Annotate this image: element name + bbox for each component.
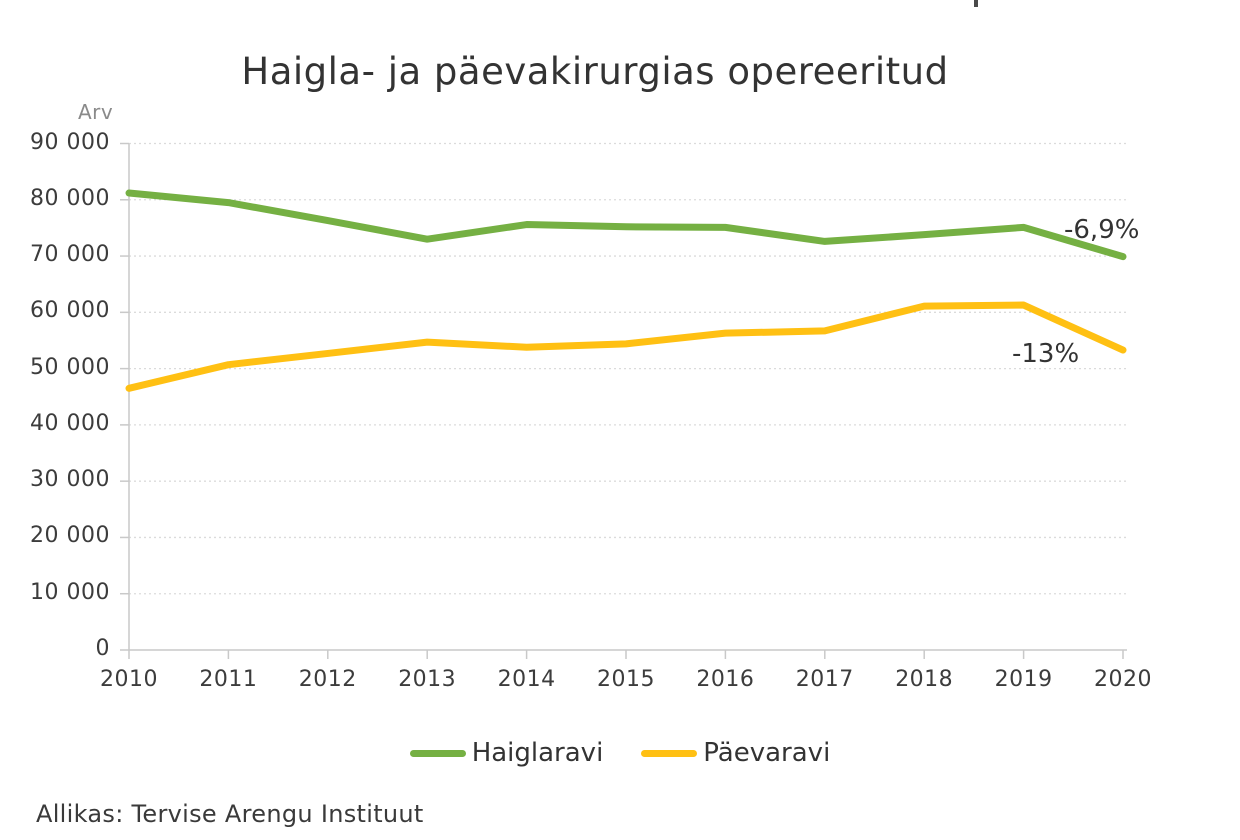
y-axis-tick-label: 10 000: [30, 579, 110, 605]
legend-label-paevaravi: Päevaravi: [703, 738, 831, 768]
y-axis-unit-label: Arv: [78, 100, 114, 124]
source-caption: Allikas: Tervise Arengu Instituut: [36, 800, 424, 828]
x-axis-tick-label: 2011: [199, 667, 258, 692]
y-axis-tick-label: 30 000: [30, 467, 110, 493]
y-axis-tick-label: 40 000: [30, 410, 110, 436]
chart-title: Haigla- ja päevakirurgias opereeritud: [241, 50, 949, 93]
screen-edge-artifact: [974, 0, 978, 7]
x-axis-tick-label: 2010: [100, 667, 158, 692]
x-axis-tick-label: 2015: [597, 667, 655, 692]
x-axis-tick-label: 2018: [895, 667, 954, 692]
haiglaravi-line-swatch-icon: [409, 749, 466, 757]
y-axis-tick-label: 50 000: [30, 354, 110, 380]
legend-label-haiglaravi: Haiglaravi: [471, 738, 604, 768]
x-axis-tick-label: 2019: [994, 667, 1053, 692]
paevaravi-line-swatch-icon: [641, 749, 698, 757]
legend: Haiglaravi Päevaravi: [0, 736, 1240, 770]
annotation-paevaravi-change: -13%: [1012, 339, 1080, 369]
y-axis-tick-label: 70 000: [30, 242, 110, 268]
y-axis-tick-label: 60 000: [30, 298, 110, 324]
x-axis-tick-label: 2012: [298, 667, 357, 692]
x-axis-tick-label: 2020: [1094, 667, 1152, 692]
päevaravi-line: [125, 301, 1127, 392]
annotation-haiglaravi-change: -6,9%: [1064, 215, 1140, 245]
x-axis-tick-label: 2017: [795, 667, 854, 692]
y-axis-tick-label: 20 000: [30, 523, 110, 549]
legend-item-haiglaravi: Haiglaravi: [409, 738, 604, 768]
x-axis-tick-label: 2014: [497, 667, 556, 692]
y-axis-tick-label: 80 000: [30, 185, 110, 211]
legend-item-paevaravi: Päevaravi: [641, 738, 830, 768]
haiglaravi-line: [125, 189, 1127, 261]
x-axis-tick-label: 2016: [696, 667, 755, 692]
y-axis-tick-label: 0: [95, 636, 110, 661]
y-axis-tick-label: 90 000: [30, 129, 110, 155]
x-axis-tick-label: 2013: [398, 667, 457, 692]
